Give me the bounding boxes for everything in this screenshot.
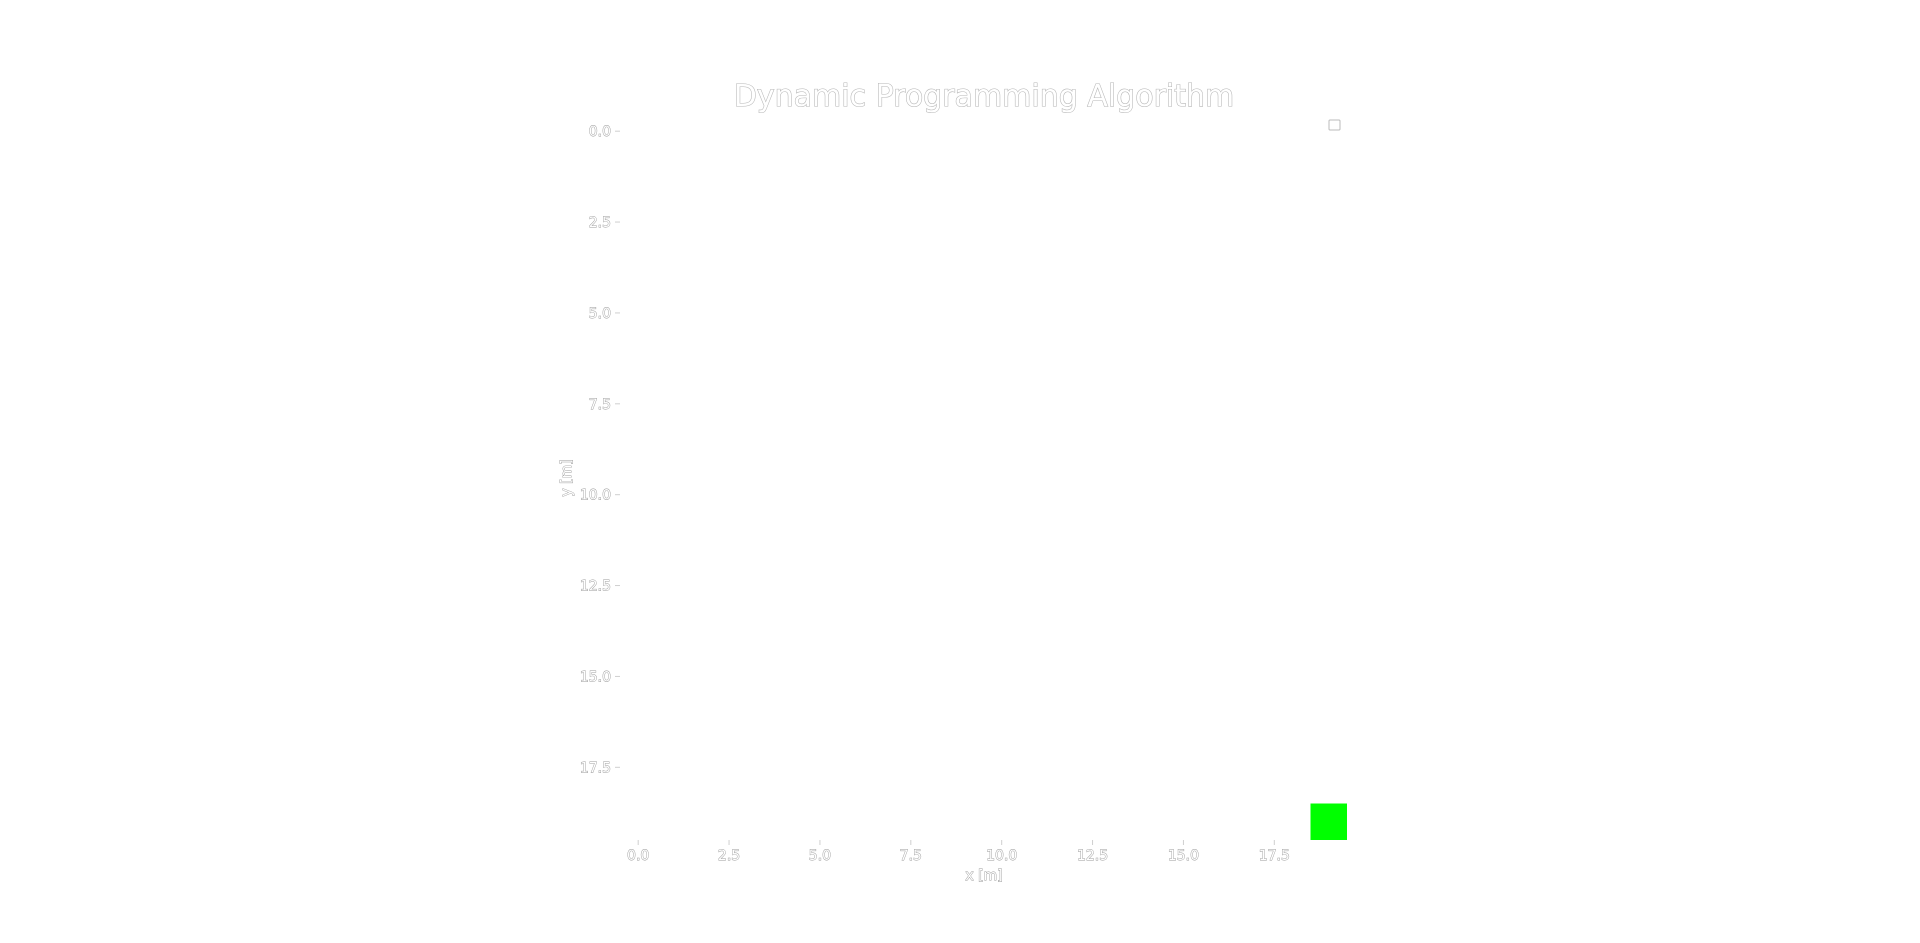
heatmap-cell-0 <box>1310 803 1347 840</box>
x-tick-label: 0.0 <box>627 848 649 864</box>
x-tick-label: 5.0 <box>809 848 831 864</box>
x-axis-label: x [m] <box>965 868 1002 884</box>
x-tick-label: 15.0 <box>1168 848 1199 864</box>
x-tick-label: 12.5 <box>1077 848 1108 864</box>
x-tick-label: 7.5 <box>900 848 922 864</box>
legend-box <box>1328 119 1341 131</box>
x-tick-label: 2.5 <box>718 848 740 864</box>
x-tick-label: 10.0 <box>986 848 1017 864</box>
y-tick-label: 5.0 <box>589 306 611 322</box>
y-tick-label: 17.5 <box>580 760 611 776</box>
y-tick-label: 10.0 <box>580 488 611 504</box>
plot-area <box>620 113 1347 840</box>
x-axis: 0.0 2.5 5.0 7.5 10.0 12.5 15.0 17.5 <box>627 840 1290 864</box>
y-tick-label: 0.0 <box>589 124 611 140</box>
y-axis-label: y [m] <box>559 459 575 496</box>
plot-background <box>620 113 1347 840</box>
y-tick-label: 15.0 <box>580 669 611 685</box>
y-tick-label: 12.5 <box>580 579 611 595</box>
x-tick-label: 17.5 <box>1259 848 1290 864</box>
legend <box>1328 119 1341 131</box>
y-tick-label: 2.5 <box>589 215 611 231</box>
y-axis: 0.0 2.5 5.0 7.5 10.0 12.5 15.0 17.5 <box>579 124 620 777</box>
y-tick-label: 7.5 <box>589 397 611 413</box>
chart-title: Dynamic Programming Algorithm <box>734 79 1235 114</box>
